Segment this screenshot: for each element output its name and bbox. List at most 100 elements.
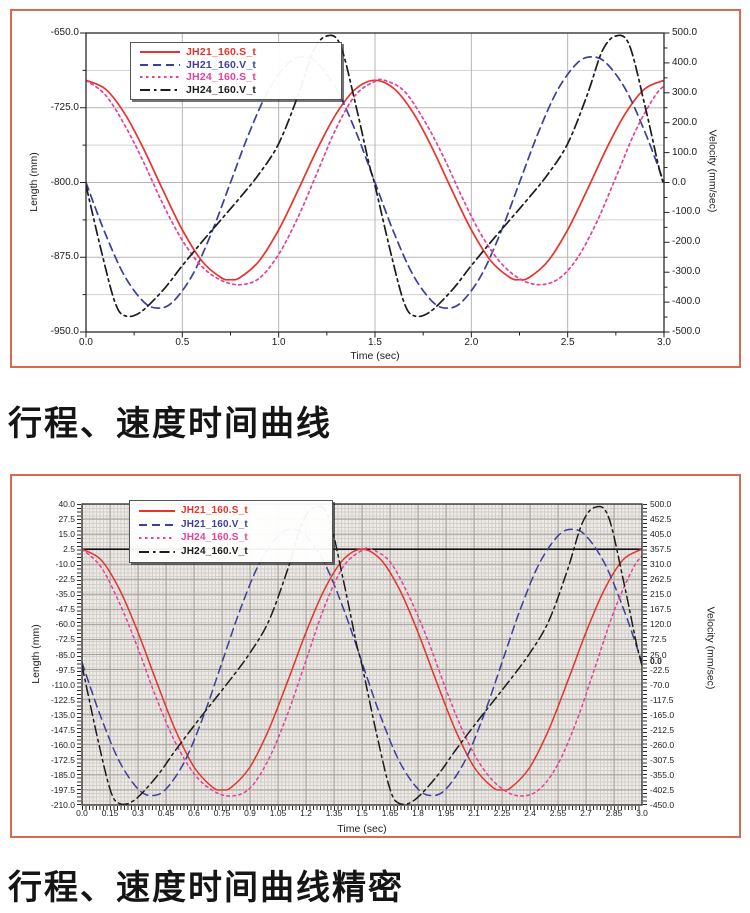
right-axis-tick-label: 310.0: [650, 558, 672, 569]
right-axis-tick-label: -355.0: [650, 769, 675, 780]
left-axis-tick-label: -875.0: [50, 251, 79, 263]
y-axis-title-left: Length (mm): [29, 624, 42, 684]
right-axis-tick-label: 25.0: [650, 649, 667, 660]
right-axis-tick-label: -200.0: [672, 236, 701, 248]
legend-label: JH21_160.S_t: [186, 46, 257, 58]
x-axis-tick-label: 2.55: [549, 808, 567, 818]
right-axis-tick-label: 200.0: [672, 116, 698, 128]
right-axis-tick-label: -400.0: [672, 296, 701, 308]
left-axis-tick-label: -47.5: [55, 604, 75, 615]
legend-line-swatch: [139, 537, 175, 540]
x-axis-tick-label: 2.85: [605, 808, 623, 818]
left-axis-tick-label: -650.0: [50, 27, 79, 38]
legend-entry: JH21_160.S_t: [138, 506, 326, 516]
left-axis-tick-label: -147.5: [50, 724, 75, 735]
left-axis-tick-label: -800.0: [50, 176, 79, 188]
x-axis-tick-label: 0.5: [175, 337, 190, 348]
bottom-axis-minor-ticks: [82, 806, 642, 810]
right-axis-tick-label: 167.5: [650, 604, 672, 615]
left-axis-tick-label: -85.0: [55, 649, 75, 660]
right-axis-minor-ticks: [643, 504, 647, 805]
series-curve-jh24-160-s-t: [86, 78, 664, 286]
legend-entry: JH21_160.V_t: [139, 58, 335, 71]
legend-entry: JH24_160.V_t: [138, 545, 326, 557]
left-axis-tick-label: -135.0: [50, 709, 75, 720]
legend: JH21_160.S_t JH21_160.V_t JH24_160.S_t JH24…: [130, 42, 342, 100]
left-axis-tick-label: -60.0: [55, 619, 75, 630]
legend-line-swatch: [140, 51, 180, 54]
left-axis-tick-label: -110.0: [51, 679, 75, 690]
x-axis-tick-label: 2.7: [580, 808, 592, 818]
x-axis-tick-label: 0.9: [244, 808, 256, 818]
x-axis-tick-label: 1.35: [325, 808, 343, 818]
right-axis-tick-label: -165.0: [650, 709, 675, 720]
x-axis-tick-label: 1.0: [271, 337, 286, 348]
right-axis-tick-label: 72.5: [650, 634, 667, 645]
left-axis-tick-label: -10.0: [55, 558, 75, 569]
legend: JH21_160.S_t JH21_160.V_t JH24_160.S_t JH24…: [129, 500, 333, 563]
series-curve-jh24-160-s-t: [82, 547, 642, 797]
x-axis-tick-label: 0.45: [157, 808, 175, 818]
right-axis-tick-label: -450.0: [650, 799, 675, 810]
series-curve-jh21-160-s-t: [82, 548, 642, 791]
x-axis-tick-label: 2.1: [468, 808, 480, 818]
x-axis-tick-label: 1.5: [356, 808, 368, 818]
series-curve-jh21-160-s-t: [86, 79, 664, 281]
right-axis-tick-label: -260.0: [650, 739, 675, 750]
chart2-frame: 40.0 27.5 15.0 2.5 -10.0 -22.5 -35.0 -47.5 -60.0…: [10, 474, 741, 838]
legend-label: JH21_160.S_t: [181, 505, 248, 517]
right-axis-tick-label: 262.5: [650, 574, 672, 584]
series-curve-jh21-160-v-t: [86, 56, 664, 309]
left-axis-tick-label: -35.0: [55, 589, 75, 600]
right-axis-tick-label: 0.0: [672, 176, 686, 188]
legend-label: JH24_160.V_t: [186, 83, 257, 96]
x-axis-tick-label: 1.5: [368, 337, 382, 348]
x-axis-tick-label: 3.0: [657, 337, 671, 348]
series-curve-jh24-160-v-t: [82, 505, 642, 806]
left-axis-tick-label: -725.0: [50, 101, 79, 113]
legend-label: JH21_160.V_t: [181, 518, 248, 530]
left-axis-tick-label: -72.5: [55, 634, 75, 645]
x-axis-tick-label: 1.05: [269, 808, 287, 818]
y-axis-title-right: Velocity (mm/sec): [704, 606, 717, 690]
x-axis-tick-label: 0.0: [79, 337, 93, 348]
x-axis-tick-label: 2.4: [524, 808, 536, 818]
right-axis-tick-label: -402.5: [650, 784, 675, 795]
x-axis-tick-label: 0.6: [188, 808, 200, 818]
y-axis-title-right: Velocity (mm/sec): [706, 129, 719, 213]
x-axis-tick-label: 1.8: [412, 808, 424, 818]
right-axis-tick-label: -22.5: [650, 664, 670, 675]
chart1-frame: -650.0 -725.0 -800.0 -875.0 -950.0 500.0 400.0…: [10, 9, 741, 368]
caption-stroke-velocity-curve: 行程、速度时间曲线: [8, 405, 332, 443]
legend-label: JH24_160.V_t: [181, 545, 248, 557]
series-curve-jh24-160-v-t: [86, 34, 664, 318]
right-axis-tick-label: 400.0: [672, 56, 698, 68]
x-axis-title: Time (sec): [337, 823, 387, 835]
right-axis-tick-label: -500.0: [672, 326, 701, 337]
legend-entry: JH24_160.S_t: [138, 533, 326, 543]
right-axis-tick-label: 120.0: [650, 619, 672, 630]
x-axis-tick-label: 2.0: [464, 337, 479, 348]
legend-label: JH21_160.V_t: [186, 58, 257, 71]
right-axis-tick-label: 215.0: [650, 589, 672, 600]
legend-entry: JH21_160.V_t: [138, 518, 326, 530]
x-axis-tick-label: 0.0: [76, 808, 88, 818]
x-axis-tick-label: 2.5: [560, 337, 575, 348]
x-axis-tick-label: 2.25: [493, 808, 511, 818]
x-axis-tick-label: 0.75: [213, 808, 231, 818]
x-axis-tick-label: 1.65: [381, 808, 399, 818]
right-axis-tick-label: -117.5: [650, 694, 674, 705]
right-axis-tick-label: -300.0: [672, 266, 701, 278]
right-axis-tick-label: 100.0: [672, 146, 698, 158]
right-axis-tick-label: -70.0: [650, 679, 670, 690]
legend-line-swatch: [139, 523, 175, 526]
right-axis-tick-label: 300.0: [672, 86, 698, 98]
chart1-plot-svg: [80, 32, 670, 338]
legend-line-swatch: [140, 63, 180, 66]
left-axis-tick-label: -160.0: [50, 739, 75, 750]
left-axis-tick-label: -22.5: [55, 574, 75, 584]
left-axis-tick-label: 27.5: [58, 513, 75, 524]
right-axis-tick-label: 357.5: [650, 543, 672, 554]
legend-entry: JH24_160.S_t: [139, 72, 335, 83]
x-axis-tick-label: 1.2: [300, 808, 312, 818]
